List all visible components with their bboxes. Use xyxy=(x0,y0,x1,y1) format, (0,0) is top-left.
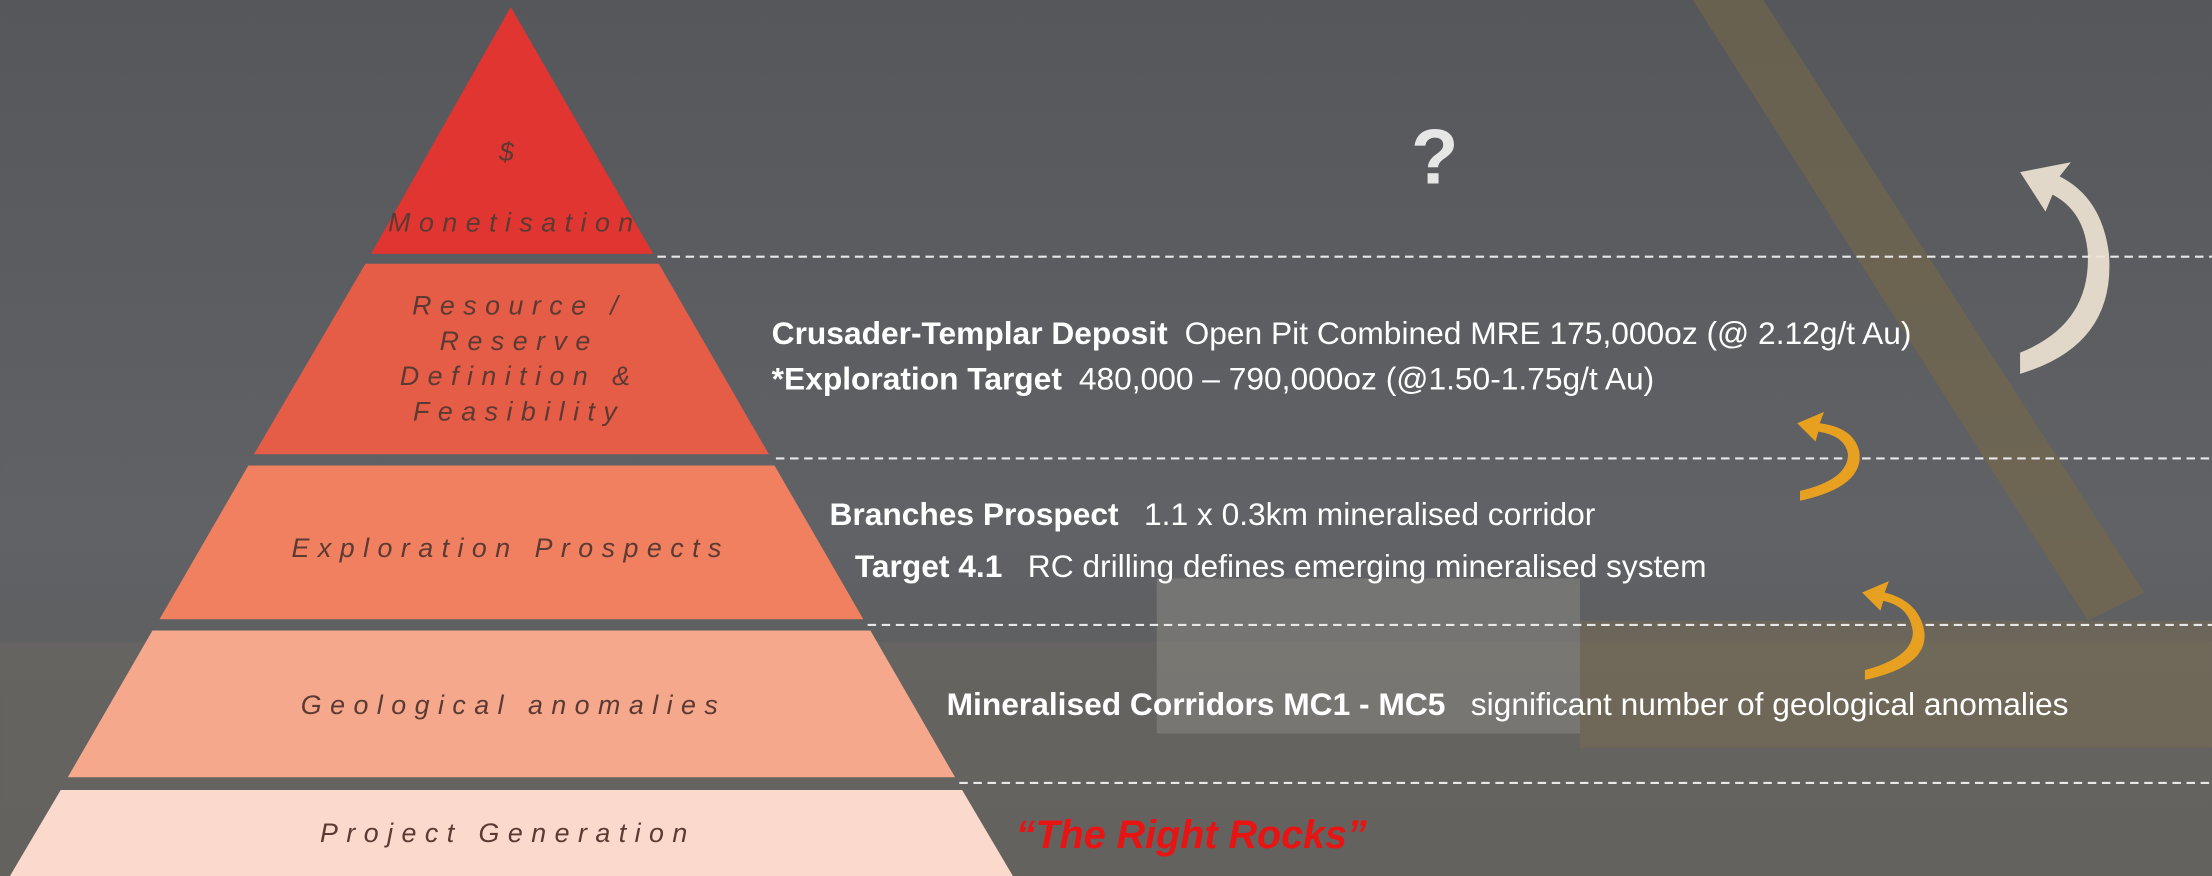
drill-rig xyxy=(1692,0,2145,621)
level-label: Geological anomalies xyxy=(301,690,726,720)
description: Target 4.1 RC drilling defines emerging m… xyxy=(855,548,1707,584)
arrow xyxy=(2020,162,2110,374)
description-bold: Mineralised Corridors MC1 - MC5 xyxy=(947,686,1446,722)
description-text: significant number of geological anomali… xyxy=(1471,686,2069,722)
description: Mineralised Corridors MC1 - MC5 significa… xyxy=(947,686,2069,722)
description-bold: Branches Prospect xyxy=(830,496,1120,532)
rig-base xyxy=(1579,620,2212,748)
level-label: Definition & xyxy=(400,361,639,391)
description-bold: Target 4.1 xyxy=(855,548,1003,584)
pyramid-level xyxy=(159,465,864,620)
pyramid-level xyxy=(9,789,1013,876)
level-label: Project Generation xyxy=(320,818,696,848)
description-bold: Crusader-Templar Deposit xyxy=(772,315,1168,351)
level-label: Reserve xyxy=(440,326,599,356)
level-label: Feasibility xyxy=(413,396,625,426)
description-text: Open Pit Combined MRE 175,000oz (@ 2.12g… xyxy=(1185,315,1912,351)
arrow xyxy=(1797,411,1860,501)
description: Branches Prospect 1.1 x 0.3km mineralised… xyxy=(830,496,1596,532)
description-text: RC drilling defines emerging mineralised… xyxy=(1028,548,1707,584)
question-mark: ? xyxy=(1411,114,1458,200)
description-text: 1.1 x 0.3km mineralised corridor xyxy=(1144,496,1596,532)
description-text: 480,000 – 790,000oz (@1.50-1.75g/t Au) xyxy=(1079,360,1654,396)
level-label: Monetisation xyxy=(388,207,642,237)
level-label: Exploration Prospects xyxy=(292,533,730,563)
tagline: “The Right Rocks” xyxy=(1016,813,1367,857)
description: *Exploration Target 480,000 – 790,000oz (… xyxy=(772,360,1655,396)
description: Crusader-Templar Deposit Open Pit Combine… xyxy=(772,315,1912,351)
description-bold: *Exploration Target xyxy=(772,360,1063,396)
pyramid-level xyxy=(67,630,956,778)
arrow xyxy=(1862,581,1925,680)
pyramid-level xyxy=(371,7,654,254)
level-label: Resource / xyxy=(412,291,626,321)
truck xyxy=(1156,578,1580,734)
level-label: $ xyxy=(498,137,522,167)
pyramid-level xyxy=(253,263,769,455)
